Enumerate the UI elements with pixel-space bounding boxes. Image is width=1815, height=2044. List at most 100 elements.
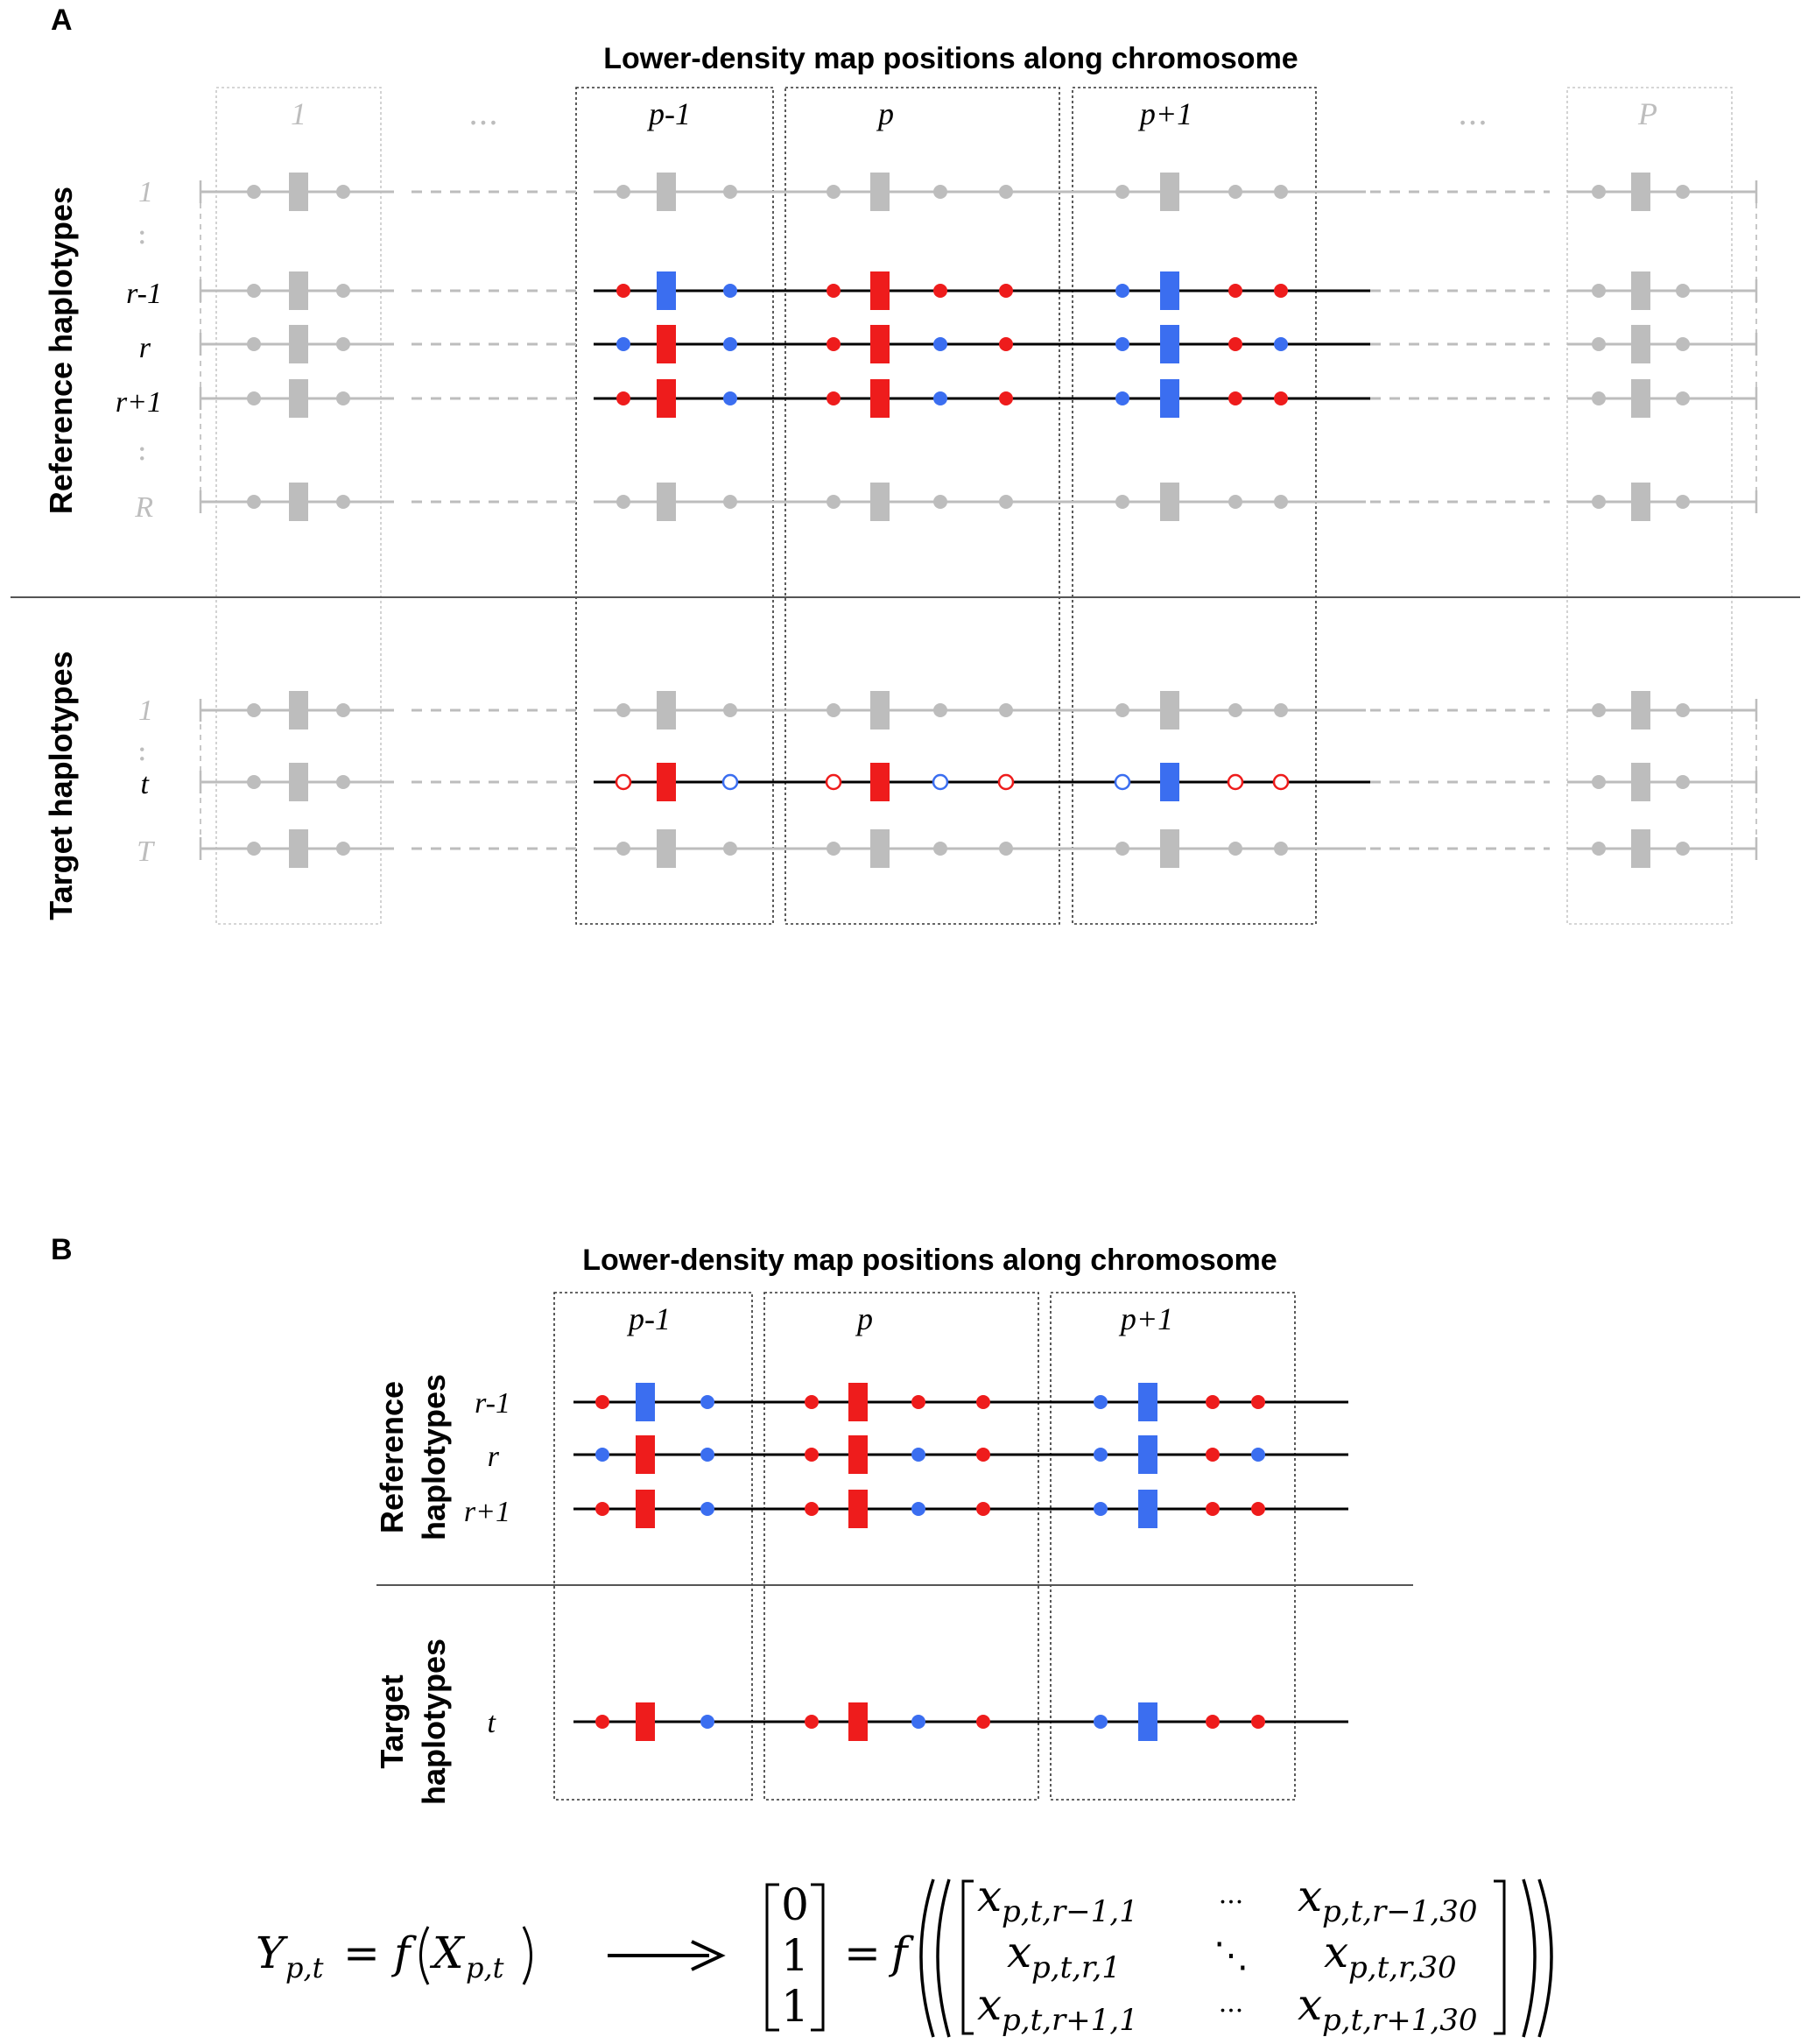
- gray-dot-5: [933, 842, 947, 856]
- haplotype-row-tgt-t: [199, 763, 1758, 801]
- colP-cluster-dot-right: [1676, 495, 1690, 509]
- b-target-label: Target: [374, 1674, 410, 1768]
- gray-dot-6: [999, 842, 1013, 856]
- col1-cluster-dot-left: [247, 284, 261, 298]
- allele-dot-9: [1206, 1395, 1220, 1409]
- allele-dot-6: [976, 1448, 990, 1462]
- allele-dot-6: [997, 773, 1015, 791]
- haplotype-row-tgt-1: [199, 691, 1758, 729]
- gray-dot-10: [1274, 703, 1288, 717]
- allele-block-1: [657, 763, 676, 801]
- allele-dot-3: [825, 773, 842, 791]
- allele-dot-7: [1115, 284, 1129, 298]
- gray-dot-7: [1115, 495, 1129, 509]
- gray-dot-6: [999, 185, 1013, 199]
- col1-cluster-block: [289, 271, 308, 310]
- allele-dot-2: [721, 773, 739, 791]
- haplotype-row-b-ref-r-plus-1: [573, 1490, 1348, 1528]
- allele-dot-0: [595, 1448, 609, 1462]
- colP-cluster-dot-left: [1592, 391, 1606, 405]
- allele-dot-2: [700, 1715, 714, 1729]
- allele-dot-9: [1206, 1715, 1220, 1729]
- allele-dot-3: [805, 1502, 819, 1516]
- vector-entry-0: 0: [781, 1879, 809, 1930]
- allele-dot-10: [1251, 1715, 1265, 1729]
- allele-dot-2: [700, 1502, 714, 1516]
- formula-f-2: f: [888, 1928, 914, 1978]
- allele-dot-10: [1274, 284, 1288, 298]
- allele-dot-6: [999, 337, 1013, 351]
- gray-dot-3: [827, 842, 841, 856]
- formula-X-subscript: p,t: [466, 1951, 504, 1984]
- colP-cluster-dot-right: [1676, 842, 1690, 856]
- allele-dot-3: [805, 1448, 819, 1462]
- ref-row-label-r-plus-1: r+1: [116, 386, 162, 419]
- formula-bigparen-right-inner: [1522, 1878, 1537, 2038]
- col-label-ellipsis-left: ...: [468, 96, 498, 132]
- colP-cluster-block: [1631, 379, 1650, 418]
- gray-dot-9: [1228, 495, 1242, 509]
- vector-bracket-left: [765, 1883, 779, 2032]
- gray-dot-9: [1228, 703, 1242, 717]
- allele-dot-9: [1206, 1502, 1220, 1516]
- col1-cluster-dot-right: [336, 185, 350, 199]
- gray-block-4: [870, 829, 890, 868]
- gray-dot-2: [723, 185, 737, 199]
- panel-a-column-boxes: [215, 87, 1733, 925]
- b-reference-label: Reference: [374, 1381, 410, 1533]
- b-column-box-p-minus-1: [553, 1292, 753, 1801]
- panel-b-row-labels: r-1 r r+1 t: [464, 1387, 510, 1739]
- allele-dot-5: [933, 391, 947, 405]
- b-row-label-r-plus-1: r+1: [464, 1496, 510, 1528]
- gray-block-4: [870, 483, 890, 521]
- gray-dot-5: [933, 495, 947, 509]
- formula-paren-left-1: [419, 1926, 430, 1985]
- allele-block-8: [1160, 325, 1179, 363]
- allele-dot-10: [1274, 337, 1288, 351]
- col-label-p-minus-1: p-1: [646, 96, 691, 131]
- gray-block-8: [1160, 173, 1179, 211]
- vector-entry-2: 1: [781, 1981, 809, 2032]
- formula-f-1: f: [390, 1928, 417, 1978]
- allele-block-4: [848, 1490, 868, 1528]
- formula-bigparen-left-outer: [919, 1878, 935, 2038]
- allele-dot-7: [1114, 773, 1131, 791]
- b-col-label-p-plus-1: p+1: [1118, 1301, 1173, 1336]
- allele-dot-10: [1272, 773, 1290, 791]
- col1-cluster-dot-right: [336, 391, 350, 405]
- b-target-haplotypes-label: haplotypes: [416, 1639, 452, 1805]
- allele-dot-10: [1251, 1395, 1265, 1409]
- colP-cluster-dot-right: [1676, 337, 1690, 351]
- matrix-r2c1-sub: p,t,r,1: [1031, 1950, 1121, 1985]
- haplotype-row-ref-r: [199, 325, 1758, 363]
- matrix-r2c2-x: x: [1324, 1927, 1348, 1977]
- col1-cluster-dot-right: [336, 495, 350, 509]
- allele-dot-0: [595, 1502, 609, 1516]
- gray-block-4: [870, 691, 890, 729]
- colP-cluster-block: [1631, 325, 1650, 363]
- allele-dot-7: [1094, 1395, 1108, 1409]
- allele-block-1: [636, 1383, 655, 1421]
- haplotype-row-ref-1: [199, 173, 1758, 211]
- allele-block-4: [848, 1435, 868, 1474]
- allele-dot-6: [999, 391, 1013, 405]
- gray-block-8: [1160, 691, 1179, 729]
- col1-cluster-block: [289, 483, 308, 521]
- gray-block-4: [870, 173, 890, 211]
- panel-a-title: Lower-density map positions along chromo…: [603, 42, 1298, 75]
- tgt-row-label-1: 1: [138, 694, 153, 727]
- gray-dot-6: [999, 703, 1013, 717]
- colP-cluster-dot-left: [1592, 703, 1606, 717]
- allele-dot-5: [932, 773, 949, 791]
- ref-row-label-R: R: [134, 491, 153, 524]
- col-label-p-plus-1: p+1: [1137, 96, 1192, 131]
- formula-bigparen-right-outer: [1537, 1878, 1553, 2038]
- allele-dot-6: [976, 1715, 990, 1729]
- allele-block-4: [848, 1702, 868, 1741]
- b-column-box-p: [763, 1292, 1039, 1801]
- allele-block-8: [1138, 1490, 1157, 1528]
- gray-block-8: [1160, 483, 1179, 521]
- formula-Y: Y: [256, 1928, 288, 1978]
- allele-dot-5: [911, 1395, 925, 1409]
- gray-dot-10: [1274, 842, 1288, 856]
